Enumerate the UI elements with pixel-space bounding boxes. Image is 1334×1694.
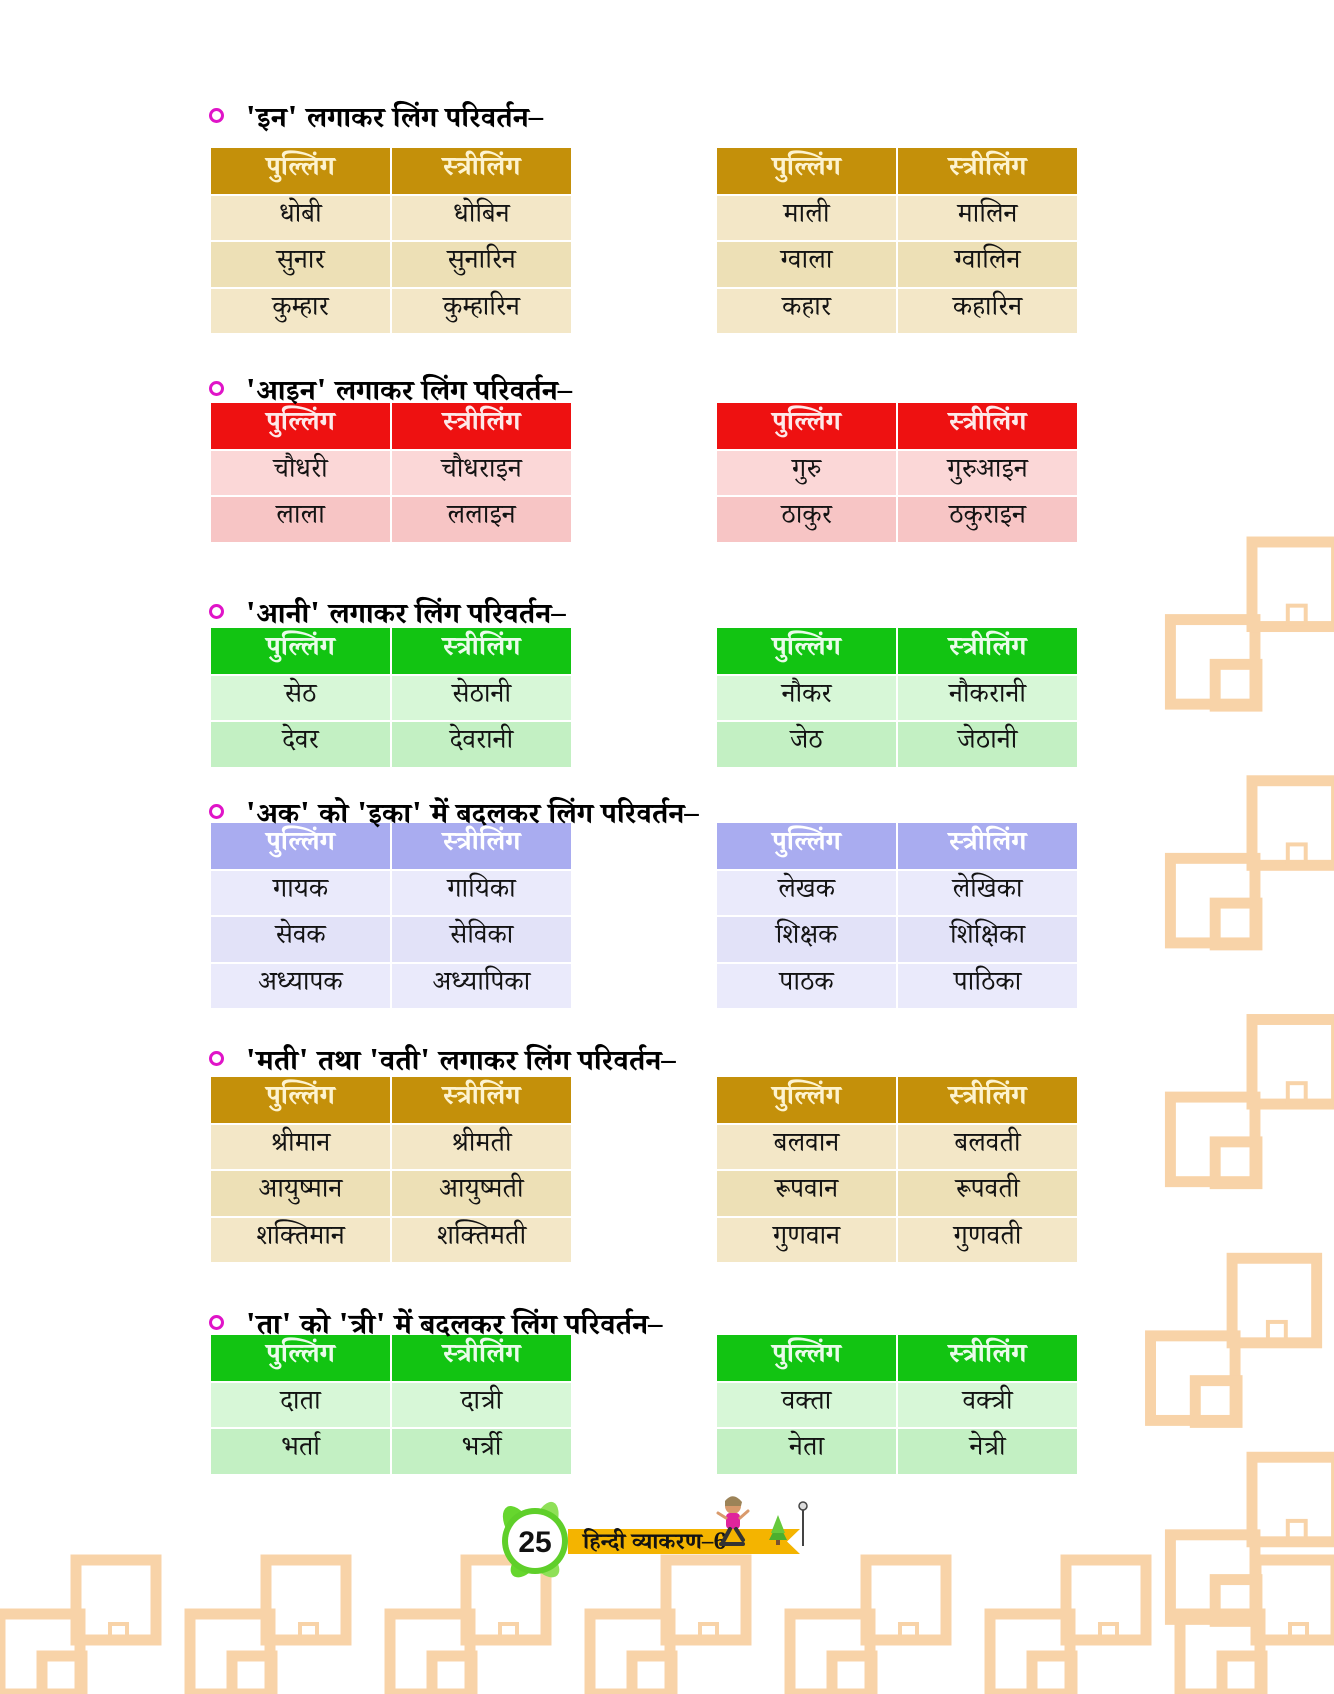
- svg-text:हिन्दी व्याकरण–6: हिन्दी व्याकरण–6: [581, 1527, 726, 1564]
- svg-text:25: 25: [518, 1526, 551, 1559]
